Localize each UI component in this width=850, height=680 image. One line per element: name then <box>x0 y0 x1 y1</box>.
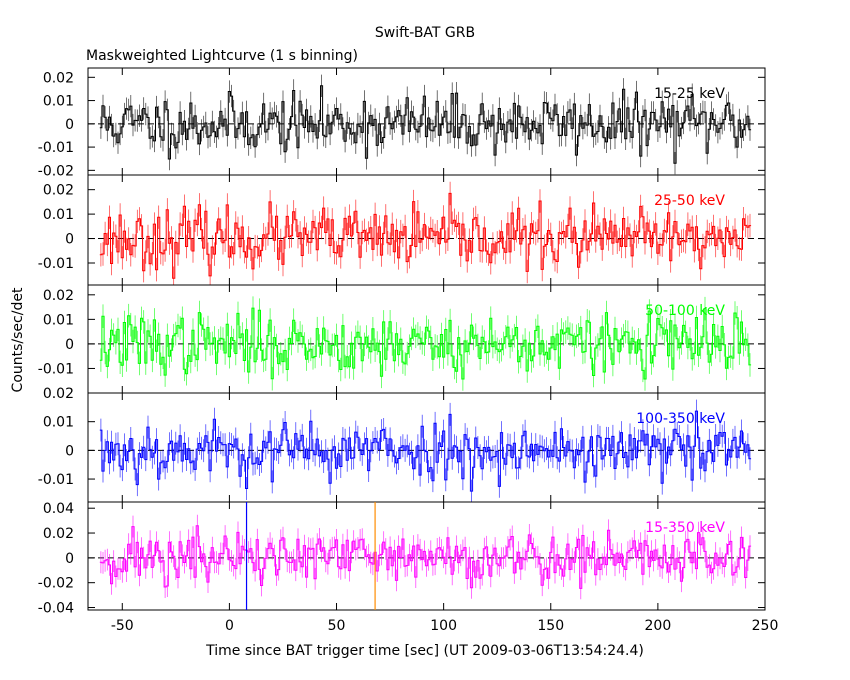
y-tick-label: 0.02 <box>43 288 74 304</box>
y-tick-label: 0.04 <box>43 501 74 517</box>
panel-label: 100-350 keV <box>636 411 725 427</box>
y-tick-label: 0 <box>65 443 74 459</box>
y-tick-label: 0.01 <box>43 312 74 328</box>
x-axis-label: Time since BAT trigger time [sec] (UT 20… <box>205 643 644 659</box>
panel-label: 15-25 keV <box>654 86 725 102</box>
chart-title: Swift-BAT GRB <box>375 25 475 41</box>
series-line <box>99 307 752 380</box>
y-tick-label: 0.01 <box>43 207 74 223</box>
y-tick-label: -0.04 <box>38 601 74 617</box>
y-tick-label: 0 <box>65 117 74 133</box>
y-tick-label: -0.01 <box>38 256 74 272</box>
y-tick-label: -0.01 <box>38 140 74 156</box>
panel-stack: -0.02 -0.01 0 0.01 0.02 15-25 keV -0.01 0 0.01 0.… <box>38 67 779 634</box>
series-line <box>99 85 752 164</box>
x-tick-label: -50 <box>111 618 134 634</box>
y-tick-label: 0.01 <box>43 415 74 431</box>
y-tick-label: -0.01 <box>38 361 74 377</box>
y-tick-label: 0.02 <box>43 526 74 542</box>
panel-label: 50-100 keV <box>645 303 725 319</box>
chart-subtitle: Maskweighted Lightcurve (1 s binning) <box>86 48 358 64</box>
y-tick-label: 0.02 <box>43 386 74 402</box>
series-line <box>99 192 752 279</box>
series-line <box>99 525 752 589</box>
y-tick-label: -0.02 <box>38 576 74 592</box>
y-tick-label: -0.02 <box>38 163 74 179</box>
panel-label: 25-50 keV <box>654 193 725 209</box>
series-line <box>99 410 752 492</box>
x-tick-label: 200 <box>645 618 672 634</box>
y-tick-label: 0.02 <box>43 70 74 86</box>
y-tick-label: 0.01 <box>43 94 74 110</box>
panel-frame <box>87 501 766 611</box>
y-tick-label: -0.01 <box>38 472 74 488</box>
y-tick-label: 0 <box>65 232 74 248</box>
y-axis-label: Counts/sec/det <box>10 287 26 392</box>
x-tick-label: 0 <box>225 618 234 634</box>
x-tick-label: 250 <box>752 618 779 634</box>
panel-label: 15-350 keV <box>645 520 725 536</box>
y-tick-label: 0 <box>65 337 74 353</box>
x-tick-label: 150 <box>537 618 564 634</box>
y-tick-label: 0.02 <box>43 183 74 199</box>
x-tick-label: 50 <box>328 618 346 634</box>
x-tick-label: 100 <box>430 618 457 634</box>
y-tick-label: 0 <box>65 551 74 567</box>
